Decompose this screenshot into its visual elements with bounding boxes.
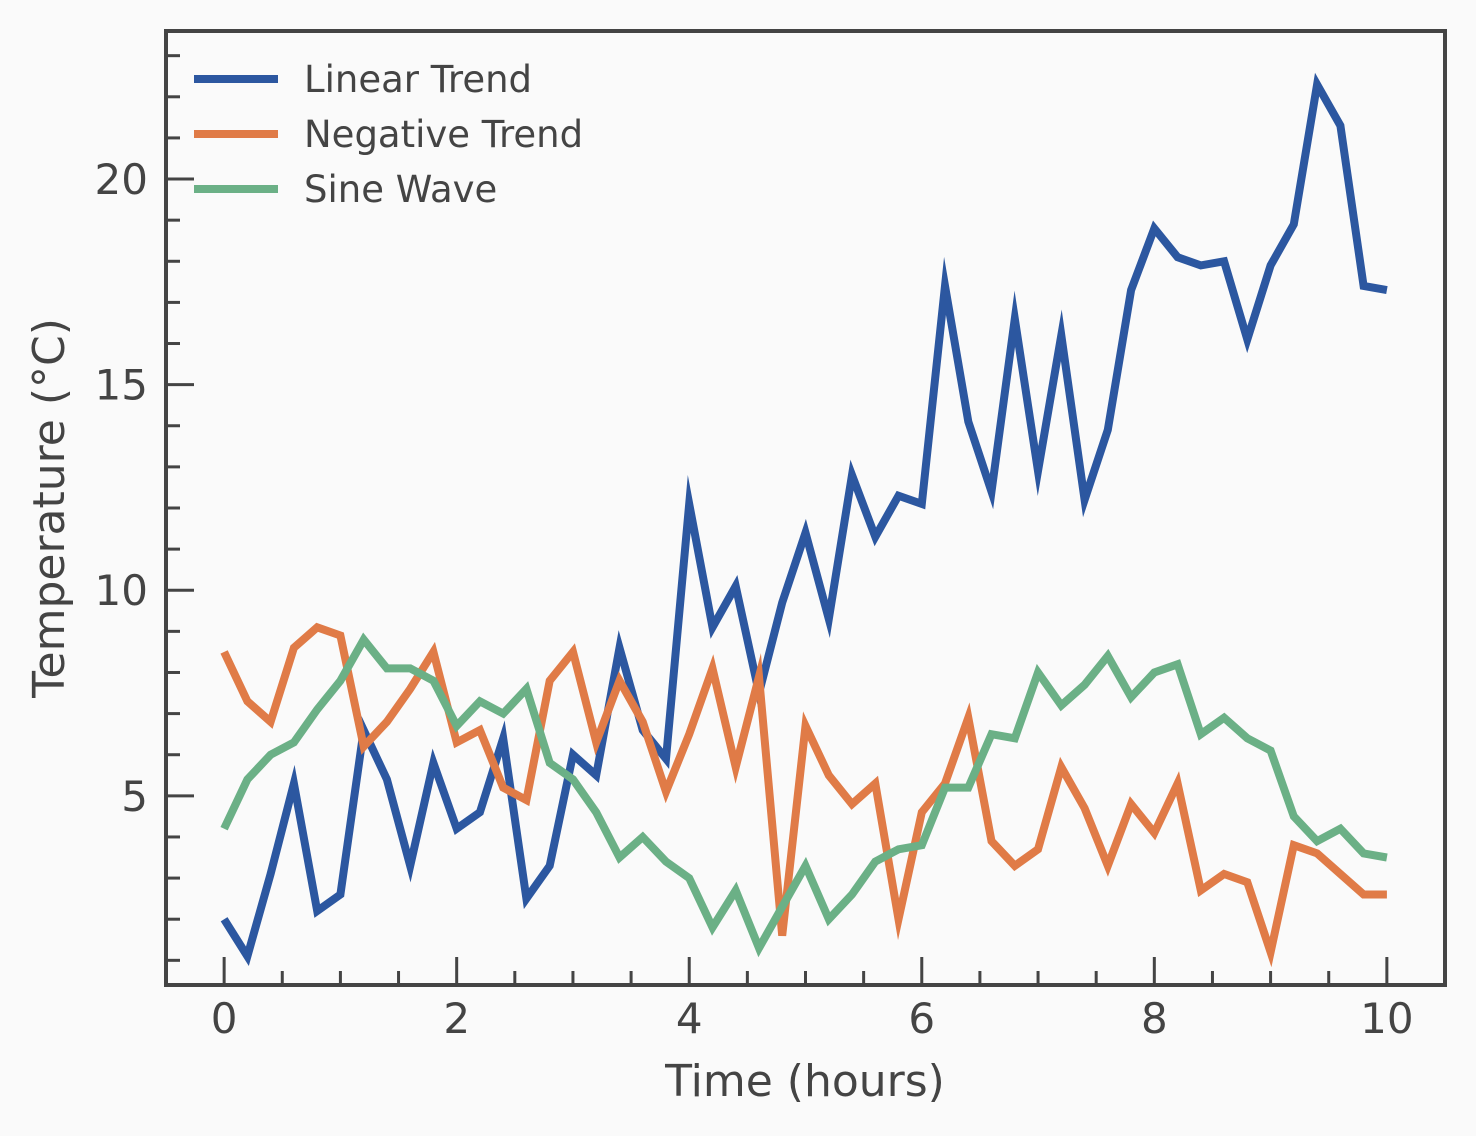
x-tick-label: 2 bbox=[443, 994, 470, 1043]
tick-layer: 0 2 4 6 8 10 5 10 15 20 bbox=[95, 54, 1447, 1043]
legend-label: Linear Trend bbox=[304, 58, 532, 101]
series-line-linear-trend bbox=[220, 72, 1388, 966]
x-axis-label: Time (hours) bbox=[664, 1056, 945, 1107]
legend-label: Sine Wave bbox=[304, 168, 497, 211]
x-tick-label: 8 bbox=[1141, 994, 1168, 1043]
y-axis-label: Temperature (°C) bbox=[24, 318, 75, 699]
y-tick-label: 15 bbox=[95, 361, 148, 410]
x-tick-label: 4 bbox=[676, 994, 703, 1043]
series-layer bbox=[220, 72, 1388, 968]
x-tick-label: 0 bbox=[211, 994, 238, 1043]
y-tick-label: 10 bbox=[95, 566, 148, 615]
series-line-sine-wave bbox=[220, 632, 1388, 958]
x-tick-label: 6 bbox=[908, 994, 935, 1043]
x-tick-label: 10 bbox=[1360, 994, 1413, 1043]
y-tick-label: 20 bbox=[95, 155, 148, 204]
y-tick-label: 5 bbox=[121, 772, 148, 821]
legend-label: Negative Trend bbox=[304, 113, 583, 156]
legend: Linear Trend Negative Trend Sine Wave bbox=[194, 58, 583, 211]
